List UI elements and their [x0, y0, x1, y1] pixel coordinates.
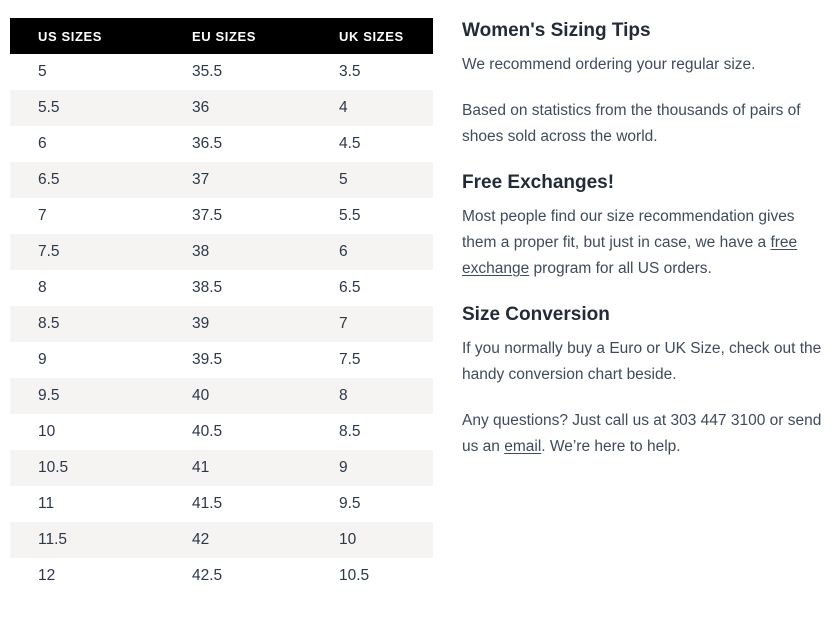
cell-us-size: 7.5 — [38, 243, 60, 260]
table-row: 9 39.5 7.5 — [10, 342, 433, 378]
column-header-uk-sizes: UK SIZES — [339, 28, 404, 44]
cell-uk-size: 9 — [339, 459, 348, 476]
heading-size-conversion: Size Conversion — [462, 304, 610, 325]
cell-us-size: 10.5 — [38, 459, 69, 476]
text-segment: If you normally buy a Euro or UK Size, c… — [462, 340, 822, 383]
table-row: 6.5 37 5 — [10, 162, 433, 198]
heading-free-exchanges: Free Exchanges! — [462, 172, 615, 193]
size-conversion-table: US SIZES EU SIZES UK SIZES 5 35.5 3.5 5.… — [10, 18, 433, 594]
cell-uk-size: 4 — [339, 99, 348, 116]
cell-uk-size: 5.5 — [339, 207, 361, 224]
table-row: 7 37.5 5.5 — [10, 198, 433, 234]
text-segment: Based on statistics from the thousands o… — [462, 102, 801, 145]
cell-us-size: 6 — [38, 135, 47, 152]
cell-uk-size: 7 — [339, 315, 348, 332]
table-row: 12 42.5 10.5 — [10, 558, 433, 594]
cell-uk-size: 7.5 — [339, 351, 361, 368]
table-row: 11.5 42 10 — [10, 522, 433, 558]
cell-uk-size: 5 — [339, 171, 348, 188]
cell-eu-size: 36 — [192, 99, 210, 116]
cell-uk-size: 10.5 — [339, 567, 370, 584]
free-exchange-link[interactable]: free exchange — [462, 234, 798, 277]
cell-uk-size: 6 — [339, 243, 348, 260]
cell-eu-size: 36.5 — [192, 135, 223, 152]
cell-us-size: 6.5 — [38, 171, 60, 188]
cell-eu-size: 39 — [192, 315, 210, 332]
cell-us-size: 10 — [38, 423, 56, 440]
cell-eu-size: 42 — [192, 531, 210, 548]
cell-eu-size: 39.5 — [192, 351, 223, 368]
table-row: 8 38.5 6.5 — [10, 270, 433, 306]
size-guide-page: US SIZES EU SIZES UK SIZES 5 35.5 3.5 5.… — [10, 18, 824, 594]
text-segment: Any questions? Just call us at 303 447 3… — [462, 412, 822, 455]
cell-eu-size: 37.5 — [192, 207, 223, 224]
cell-us-size: 11 — [38, 495, 55, 512]
cell-us-size: 5.5 — [38, 99, 60, 116]
table-row: 7.5 38 6 — [10, 234, 433, 270]
table-body: 5 35.5 3.5 5.5 36 4 6 36.5 4.5 6.5 37 5 … — [10, 54, 433, 594]
cell-us-size: 9 — [38, 351, 47, 368]
cell-eu-size: 40.5 — [192, 423, 223, 440]
email-link[interactable]: email — [504, 438, 542, 455]
table-header-row: US SIZES EU SIZES UK SIZES — [10, 18, 433, 54]
cell-us-size: 11.5 — [38, 531, 68, 548]
cell-uk-size: 4.5 — [339, 135, 361, 152]
cell-us-size: 8.5 — [38, 315, 60, 332]
cell-eu-size: 37 — [192, 171, 210, 188]
column-header-eu-sizes: EU SIZES — [192, 28, 257, 44]
cell-eu-size: 38 — [192, 243, 210, 260]
sizing-tips-panel: Women's Sizing Tips We recommend orderin… — [462, 18, 824, 480]
cell-eu-size: 41 — [192, 459, 210, 476]
cell-us-size: 7 — [38, 207, 47, 224]
table-row: 8.5 39 7 — [10, 306, 433, 342]
column-header-us-sizes: US SIZES — [38, 28, 103, 44]
cell-uk-size: 3.5 — [339, 63, 361, 80]
cell-uk-size: 8 — [339, 387, 348, 404]
table-row: 10.5 41 9 — [10, 450, 433, 486]
table-row: 5.5 36 4 — [10, 90, 433, 126]
cell-uk-size: 10 — [339, 531, 357, 548]
cell-eu-size: 38.5 — [192, 279, 223, 296]
cell-us-size: 9.5 — [38, 387, 60, 404]
cell-us-size: 5 — [38, 63, 47, 80]
cell-eu-size: 35.5 — [192, 63, 223, 80]
table-row: 5 35.5 3.5 — [10, 54, 433, 90]
paragraph-contact: Any questions? Just call us at 303 447 3… — [462, 408, 824, 460]
text-segment: Most people find our size recommendation… — [462, 208, 795, 251]
paragraph-recommend-regular-size: We recommend ordering your regular size. — [462, 52, 824, 78]
text-segment: . We’re here to help. — [541, 438, 681, 455]
cell-uk-size: 6.5 — [339, 279, 361, 296]
cell-uk-size: 9.5 — [339, 495, 361, 512]
paragraph-conversion-chart: If you normally buy a Euro or UK Size, c… — [462, 336, 824, 388]
cell-us-size: 12 — [38, 567, 56, 584]
cell-uk-size: 8.5 — [339, 423, 361, 440]
table-row: 10 40.5 8.5 — [10, 414, 433, 450]
cell-eu-size: 40 — [192, 387, 210, 404]
heading-womens-sizing-tips: Women's Sizing Tips — [462, 20, 651, 41]
text-segment: program for all US orders. — [529, 260, 712, 277]
text-segment: We recommend ordering your regular size. — [462, 56, 756, 73]
table-row: 9.5 40 8 — [10, 378, 433, 414]
cell-us-size: 8 — [38, 279, 47, 296]
paragraph-free-exchange: Most people find our size recommendation… — [462, 204, 824, 282]
cell-eu-size: 41.5 — [192, 495, 223, 512]
paragraph-based-on-statistics: Based on statistics from the thousands o… — [462, 98, 824, 150]
table-row: 11 41.5 9.5 — [10, 486, 433, 522]
table-row: 6 36.5 4.5 — [10, 126, 433, 162]
cell-eu-size: 42.5 — [192, 567, 223, 584]
